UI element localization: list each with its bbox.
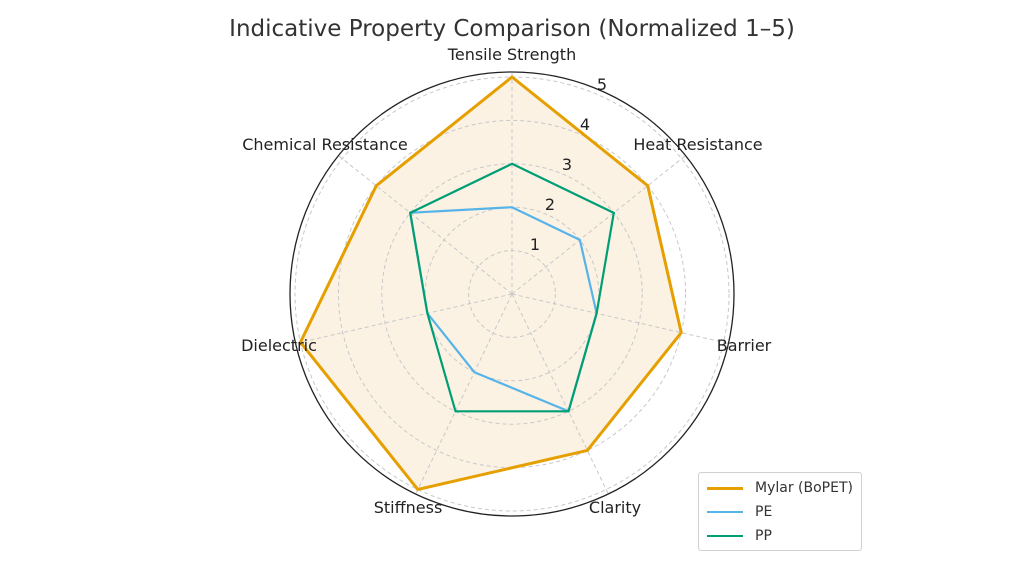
axis-label-tensile-strength: Tensile Strength: [447, 45, 576, 64]
legend-label: PP: [755, 528, 772, 544]
axis-label-chemical-resistance: Chemical Resistance: [242, 135, 408, 154]
legend: Mylar (BoPET) PE PP: [698, 472, 862, 551]
radial-tick-3: 3: [562, 155, 572, 174]
axis-label-heat-resistance: Heat Resistance: [633, 135, 762, 154]
legend-item-pp: PP: [707, 526, 772, 546]
legend-label: PE: [755, 504, 773, 520]
grid-spoke: [295, 293, 513, 344]
grid-ring: [337, 119, 687, 469]
mylar-fill: [300, 77, 682, 490]
legend-item-mylar: Mylar (BoPET): [707, 478, 853, 498]
legend-swatch-pp: [707, 535, 743, 537]
grid-spoke: [511, 293, 729, 344]
grid-spoke: [511, 155, 686, 295]
series-mylar-bopet-line: [298, 75, 683, 492]
legend-swatch-mylar: [707, 486, 743, 490]
radial-tick-4: 4: [580, 115, 590, 134]
radar-series: [298, 75, 683, 492]
axis-label-clarity: Clarity: [589, 498, 641, 517]
legend-item-pe: PE: [707, 502, 772, 522]
radial-tick-5: 5: [597, 75, 607, 94]
grid-spoke: [511, 293, 609, 495]
radar-grid: [289, 71, 735, 517]
series-pp-line: [408, 162, 616, 413]
chart-title: Indicative Property Comparison (Normaliz…: [229, 16, 795, 42]
grid-spoke: [338, 155, 513, 295]
axis-label-stiffness: Stiffness: [374, 498, 443, 517]
axis-label-barrier: Barrier: [717, 336, 772, 355]
radial-tick-1: 1: [530, 235, 540, 254]
radial-tick-2: 2: [545, 195, 555, 214]
outer-frame: [289, 71, 735, 517]
legend-label: Mylar (BoPET): [755, 480, 853, 496]
grid-spoke: [415, 293, 513, 495]
axis-label-dielectric: Dielectric: [241, 336, 317, 355]
radial-tick-labels: 1 2 3 4 5: [530, 75, 607, 254]
grid-ring: [381, 163, 643, 425]
legend-swatch-pe: [707, 511, 743, 513]
axis-labels: Tensile Strength Heat Resistance Barrier Cl…: [241, 45, 772, 517]
